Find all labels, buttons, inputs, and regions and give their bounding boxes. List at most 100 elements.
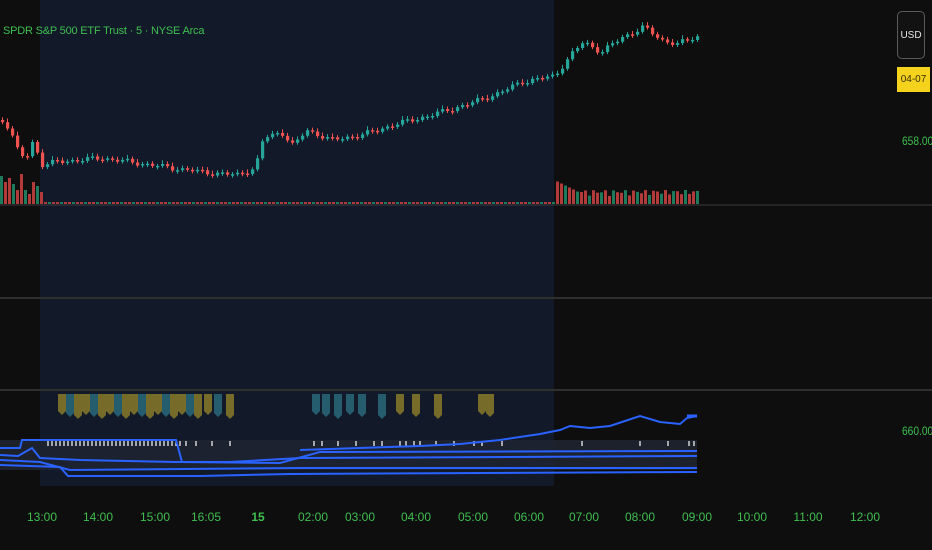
candle: [36, 142, 40, 153]
volume-bar: [288, 202, 291, 204]
volume-bar: [12, 184, 15, 204]
candle: [1, 120, 5, 123]
volume-bar: [312, 202, 315, 204]
volume-bar: [460, 202, 463, 204]
candle: [216, 172, 220, 176]
candle: [6, 122, 10, 129]
volume-bar: [424, 202, 427, 204]
time-label: 15: [251, 510, 265, 524]
candle: [116, 159, 120, 162]
volume-bar: [52, 202, 55, 204]
candle: [156, 165, 160, 168]
pennant-flag-icon: [82, 394, 90, 415]
candle: [651, 27, 655, 35]
currency-button[interactable]: USD: [897, 11, 925, 59]
candle: [291, 140, 295, 143]
pennant-flag-icon: [90, 394, 98, 417]
candle: [371, 130, 375, 132]
time-label: 12:00: [849, 510, 881, 524]
volume-bar: [588, 195, 591, 204]
candle: [311, 130, 315, 132]
signal-ticks: [47, 441, 695, 446]
candle: [41, 152, 45, 168]
candle: [526, 83, 530, 85]
candle: [596, 47, 600, 53]
candle: [591, 42, 595, 48]
candle: [331, 137, 335, 139]
volume-bar: [480, 202, 483, 204]
candle: [96, 156, 100, 160]
candle: [181, 168, 185, 171]
candle: [561, 68, 565, 74]
candle: [111, 158, 115, 160]
volume-bar: [352, 202, 355, 204]
volume-bar: [32, 182, 35, 204]
candle: [136, 162, 140, 166]
volume-bar: [680, 194, 683, 204]
candle: [646, 25, 650, 28]
volume-bar: [336, 202, 339, 204]
volume-bar: [348, 202, 351, 204]
candle: [601, 52, 605, 54]
candle: [206, 170, 210, 175]
time-label: 13:00: [26, 510, 58, 524]
candle: [406, 119, 410, 121]
candle: [161, 163, 165, 166]
volume-bar: [224, 202, 227, 204]
pennant-flag-icon: [114, 394, 122, 417]
time-label: 02:00: [297, 510, 329, 524]
candle: [506, 89, 510, 92]
volume-bar: [628, 195, 631, 204]
pennant-flag-icon: [58, 394, 66, 415]
volume-bar: [380, 202, 383, 204]
volume-bar: [76, 202, 79, 204]
volume-bar: [616, 192, 619, 204]
candle: [21, 147, 25, 157]
volume-bar: [132, 202, 135, 204]
pennant-flag-icon: [106, 394, 114, 415]
candle: [26, 156, 30, 158]
volume-bar: [572, 189, 575, 204]
volume-bar: [492, 202, 495, 204]
pennant-flag-icon: [138, 394, 146, 417]
candle: [301, 135, 305, 140]
volume-bar: [80, 202, 83, 204]
indicator-line: [0, 439, 698, 465]
candle: [391, 126, 395, 128]
volume-bar: [176, 202, 179, 204]
candle: [296, 139, 300, 143]
volume-bar: [120, 202, 123, 204]
symbol-title[interactable]: SPDR S&P 500 ETF Trust · 5 · NYSE Arca: [3, 25, 205, 37]
candle: [226, 172, 230, 175]
volume-bar: [584, 190, 587, 204]
volume-bar: [440, 202, 443, 204]
candle: [211, 174, 215, 176]
volume-bar: [64, 202, 67, 204]
candle: [176, 170, 180, 172]
currency-button-label: USD: [900, 29, 922, 41]
time-label: 14:00: [82, 510, 114, 524]
candle: [441, 109, 445, 112]
candle: [261, 141, 265, 159]
candle: [341, 139, 345, 141]
volume-bar: [344, 202, 347, 204]
volume-bar: [264, 202, 267, 204]
volume-bar: [520, 202, 523, 204]
volume-bar: [148, 202, 151, 204]
candle: [71, 160, 75, 162]
pennant-flag-icon: [122, 394, 130, 419]
volume-bar: [464, 202, 467, 204]
volume-bar: [316, 202, 319, 204]
volume-bar: [516, 202, 519, 204]
volume-bar: [504, 202, 507, 204]
volume-bar: [28, 194, 31, 204]
volume-bar: [648, 194, 651, 204]
volume-bar: [300, 202, 303, 204]
candle: [571, 51, 575, 60]
volume-bar: [320, 202, 323, 204]
candle: [56, 159, 60, 162]
volume-bar: [84, 202, 87, 204]
volume-bar: [276, 202, 279, 204]
